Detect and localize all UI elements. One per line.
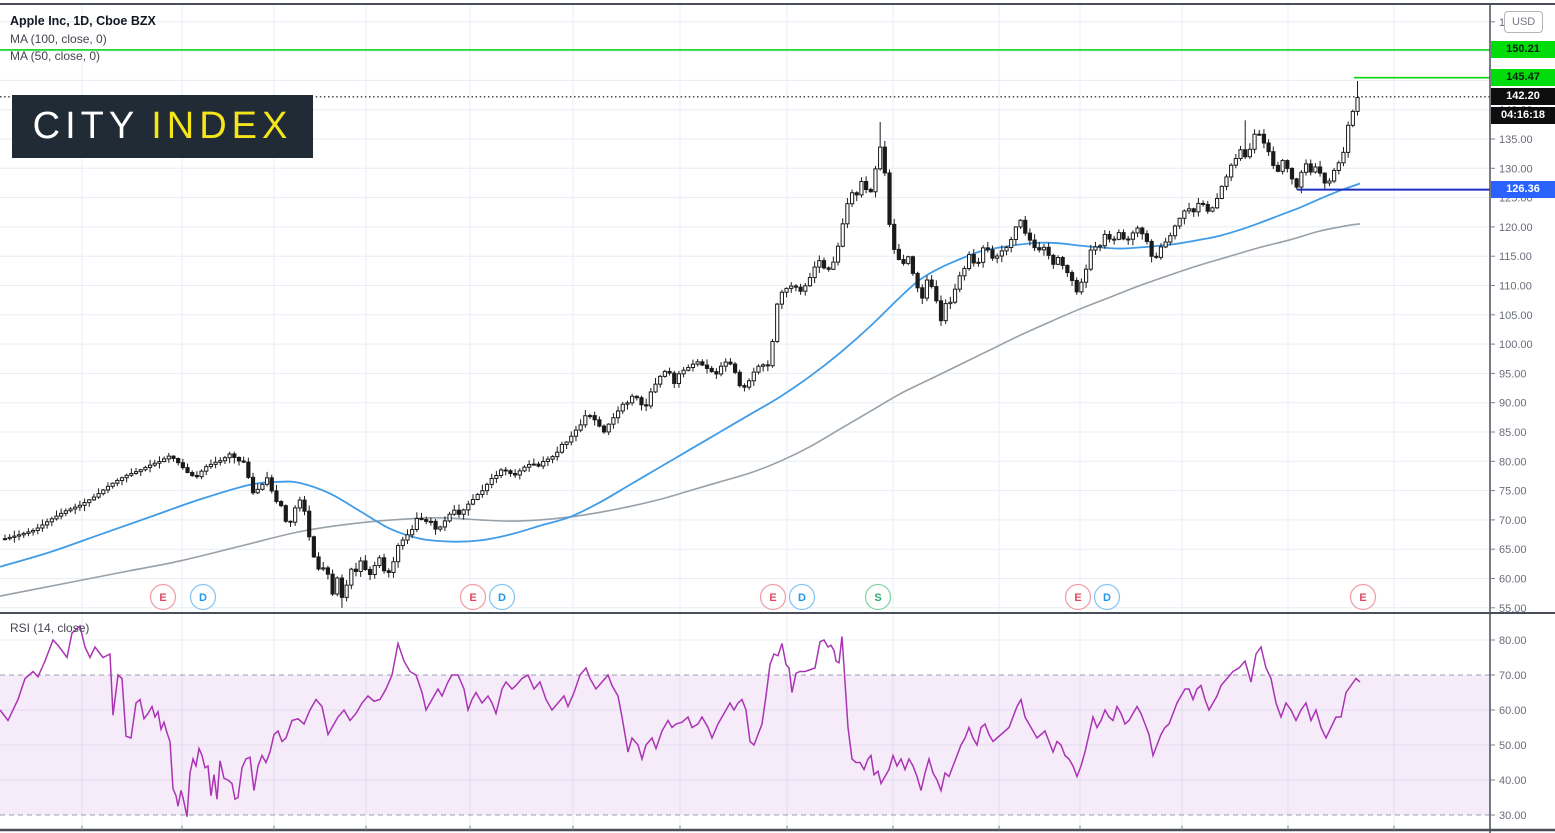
axis-tick-label: 30.00: [1499, 810, 1527, 822]
currency-button[interactable]: USD: [1504, 11, 1544, 33]
svg-text:S: S: [874, 592, 881, 604]
price-tag-145.47: 145.47: [1491, 69, 1555, 87]
axis-tick-label: 80.00: [1499, 635, 1527, 647]
rsi-pane: [0, 624, 1361, 817]
symbol-title[interactable]: Apple Inc, 1D, Cboe BZX: [10, 14, 156, 28]
axes: 155.00150.00145.00140.00135.00130.00125.…: [0, 3, 1555, 833]
svg-text:E: E: [1359, 592, 1366, 604]
svg-text:E: E: [1074, 592, 1081, 604]
svg-text:E: E: [769, 592, 776, 604]
axis-tick-label: 60.00: [1499, 705, 1527, 717]
axis-tick-label: 50.00: [1499, 740, 1527, 752]
event-badge-E[interactable]: E: [759, 583, 787, 611]
axis-tick-label: 80.00: [1499, 456, 1527, 468]
price-tag-04:16:18: 04:16:18: [1491, 106, 1555, 124]
ma50-line: [0, 182, 1361, 568]
event-badge-D[interactable]: D: [189, 583, 217, 611]
event-badge-S[interactable]: S: [864, 583, 892, 611]
ma50-legend[interactable]: MA (50, close, 0): [10, 49, 101, 63]
ma100-line: [0, 223, 1361, 597]
axis-tick-label: 60.00: [1499, 574, 1527, 586]
event-badge-E[interactable]: E: [1064, 583, 1092, 611]
rsi-band: [0, 674, 1490, 816]
chart-legend: Apple Inc, 1D, Cboe BZX MA (100, close, …: [10, 12, 156, 65]
svg-text:D: D: [798, 592, 806, 604]
logo-index-text: INDEX: [151, 105, 293, 147]
axis-tick-label: 110.00: [1499, 281, 1532, 293]
price-pane: [0, 49, 1490, 608]
price-tag-142.20: 142.20: [1491, 88, 1555, 106]
rsi-legend[interactable]: RSI (14, close): [10, 621, 90, 635]
axis-tick-label: 115.00: [1499, 251, 1532, 263]
city-index-logo: CITY INDEX: [12, 95, 313, 158]
axis-tick-label: 135.00: [1499, 134, 1533, 146]
event-badge-E[interactable]: E: [149, 583, 177, 611]
event-badge-D[interactable]: D: [488, 583, 516, 611]
axis-tick-label: 40.00: [1499, 775, 1527, 787]
svg-text:D: D: [199, 592, 207, 604]
axis-tick-label: 85.00: [1499, 427, 1527, 439]
logo-city-text: CITY: [32, 105, 140, 147]
svg-text:E: E: [159, 592, 166, 604]
event-badge-D[interactable]: D: [1093, 583, 1121, 611]
price-tag-150.21: 150.21: [1491, 41, 1555, 59]
svg-text:E: E: [469, 592, 476, 604]
event-badge-E[interactable]: E: [459, 583, 487, 611]
axis-tick-label: 70.00: [1499, 670, 1527, 682]
axis-tick-label: 70.00: [1499, 515, 1527, 527]
svg-text:D: D: [1103, 592, 1111, 604]
rsi-line: [0, 624, 1361, 817]
axis-tick-label: 65.00: [1499, 544, 1527, 556]
event-badge-D[interactable]: D: [788, 583, 816, 611]
axis-tick-label: 105.00: [1499, 310, 1533, 322]
svg-text:D: D: [498, 592, 506, 604]
price-tag-126.36: 126.36: [1491, 181, 1555, 199]
gridlines: [0, 5, 1490, 825]
axis-tick-label: 100.00: [1499, 339, 1533, 351]
axis-tick-label: 90.00: [1499, 398, 1527, 410]
axis-tick-label: 55.00: [1499, 603, 1527, 615]
event-badge-E[interactable]: E: [1349, 583, 1377, 611]
axis-tick-label: 130.00: [1499, 163, 1533, 175]
candlestick-series[interactable]: [2, 80, 1360, 608]
axis-tick-label: 75.00: [1499, 486, 1527, 498]
axis-tick-label: 95.00: [1499, 368, 1527, 380]
ma100-legend[interactable]: MA (100, close, 0): [10, 32, 107, 46]
axis-tick-label: 120.00: [1499, 222, 1533, 234]
